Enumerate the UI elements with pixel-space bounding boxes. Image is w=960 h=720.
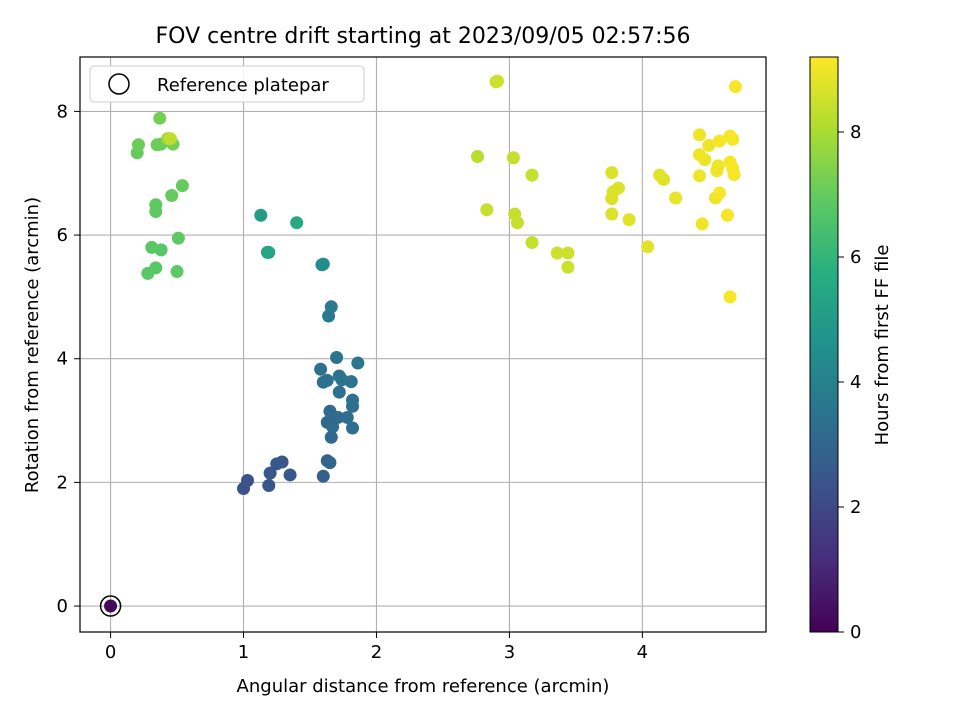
scatter-point [561, 260, 575, 274]
colorbar-tick-label: 4 [850, 372, 861, 393]
scatter-point [340, 410, 354, 424]
scatter-point [693, 169, 707, 183]
y-axis-label: Rotation from reference (arcmin) [22, 197, 43, 493]
scatter-point [490, 74, 504, 88]
scatter-point [153, 111, 167, 125]
colorbar-ticks: 0 2 4 6 8 [838, 122, 861, 643]
scatter-point [171, 231, 185, 245]
y-tick-label: 6 [57, 225, 68, 246]
scatter-point [657, 172, 671, 186]
colorbar-gradient [809, 56, 839, 633]
scatter-point [241, 474, 255, 488]
y-tick-label: 4 [57, 349, 68, 370]
scatter-point [622, 213, 636, 227]
scatter-point [702, 138, 716, 152]
scatter-point [698, 153, 712, 167]
scatter-point [323, 456, 337, 470]
scatter-point [262, 478, 276, 492]
data-points [104, 74, 742, 613]
x-tick-label: 4 [637, 642, 648, 663]
colorbar-tick-label: 8 [850, 122, 861, 143]
scatter-point [263, 466, 277, 480]
legend-entry-label: Reference platepar [157, 75, 329, 96]
scatter-point [525, 168, 539, 182]
scatter-point [510, 216, 524, 230]
scatter-point [344, 375, 358, 389]
scatter-point [611, 181, 625, 195]
legend-box [89, 65, 365, 103]
scatter-point [149, 198, 163, 212]
scatter-point [712, 186, 726, 200]
scatter-point [471, 150, 485, 164]
scatter-point [641, 240, 655, 254]
scatter-point [324, 430, 338, 444]
scatter-point [275, 455, 289, 469]
scatter-point [695, 217, 709, 231]
scatter-point [711, 159, 725, 173]
scatter-point [723, 290, 737, 304]
scatter-point [727, 167, 741, 181]
scatter-point [506, 151, 520, 165]
scatter-point [605, 207, 619, 221]
y-tick-label: 2 [57, 472, 68, 493]
scatter-point [693, 128, 707, 142]
y-axis-ticks: 0 2 4 6 8 [57, 101, 80, 617]
scatter-point [154, 243, 168, 257]
scatter-point [316, 257, 330, 271]
scatter-point [175, 179, 189, 193]
plot-frame [79, 56, 767, 633]
x-tick-label: 3 [504, 642, 515, 663]
reference-platepar-point [99, 595, 122, 617]
colorbar-label: Hours from first FF file [872, 245, 893, 446]
x-tick-label: 2 [371, 642, 382, 663]
scatter-point [332, 385, 346, 399]
scatter-point [605, 166, 619, 180]
scatter-point [351, 356, 365, 370]
scatter-point [726, 132, 740, 146]
scatter-point [254, 208, 268, 222]
scatter-point [320, 373, 334, 387]
scatter-point [669, 191, 683, 205]
scatter-point [324, 300, 338, 314]
x-tick-label: 0 [105, 642, 116, 663]
scatter-point [283, 468, 297, 482]
grid-lines [80, 57, 766, 632]
scatter-point [104, 599, 118, 613]
scatter-point [550, 246, 564, 260]
scatter-point [331, 410, 345, 424]
colorbar-tick-label: 2 [850, 497, 861, 518]
y-tick-label: 8 [57, 101, 68, 122]
x-axis-label: Angular distance from reference (arcmin) [237, 676, 610, 697]
scatter-point [316, 469, 330, 483]
scatter-point [712, 134, 726, 148]
scatter-point [262, 245, 276, 259]
scatter-point [720, 208, 734, 222]
scatter-point [728, 80, 742, 94]
reference-marker [99, 595, 122, 617]
chart-title: FOV centre drift starting at 2023/09/05 … [156, 24, 691, 49]
legend: Reference platepar [89, 65, 365, 103]
scatter-point [346, 393, 360, 407]
scatter-point [314, 362, 328, 376]
scatter-point [170, 265, 184, 279]
scatter-point [605, 192, 619, 206]
legend-marker-icon [108, 73, 130, 95]
colorbar-tick-label: 0 [850, 622, 861, 643]
scatter-point [561, 246, 575, 260]
scatter-point [131, 138, 145, 152]
scatter-point [525, 235, 539, 249]
y-tick-label: 0 [57, 596, 68, 617]
scatter-point [149, 261, 163, 275]
scatter-point [330, 350, 344, 364]
scatter-point [480, 203, 494, 217]
scatter-point [165, 188, 179, 202]
x-axis-ticks: 0 1 2 3 4 [105, 632, 648, 663]
colorbar-tick-label: 6 [850, 247, 861, 268]
scatter-point [290, 216, 304, 230]
scatter-point [346, 421, 360, 435]
x-tick-label: 1 [238, 642, 249, 663]
colorbar: 0 2 4 6 8 Hours from first FF file [809, 56, 893, 643]
scatter-point [163, 132, 177, 146]
